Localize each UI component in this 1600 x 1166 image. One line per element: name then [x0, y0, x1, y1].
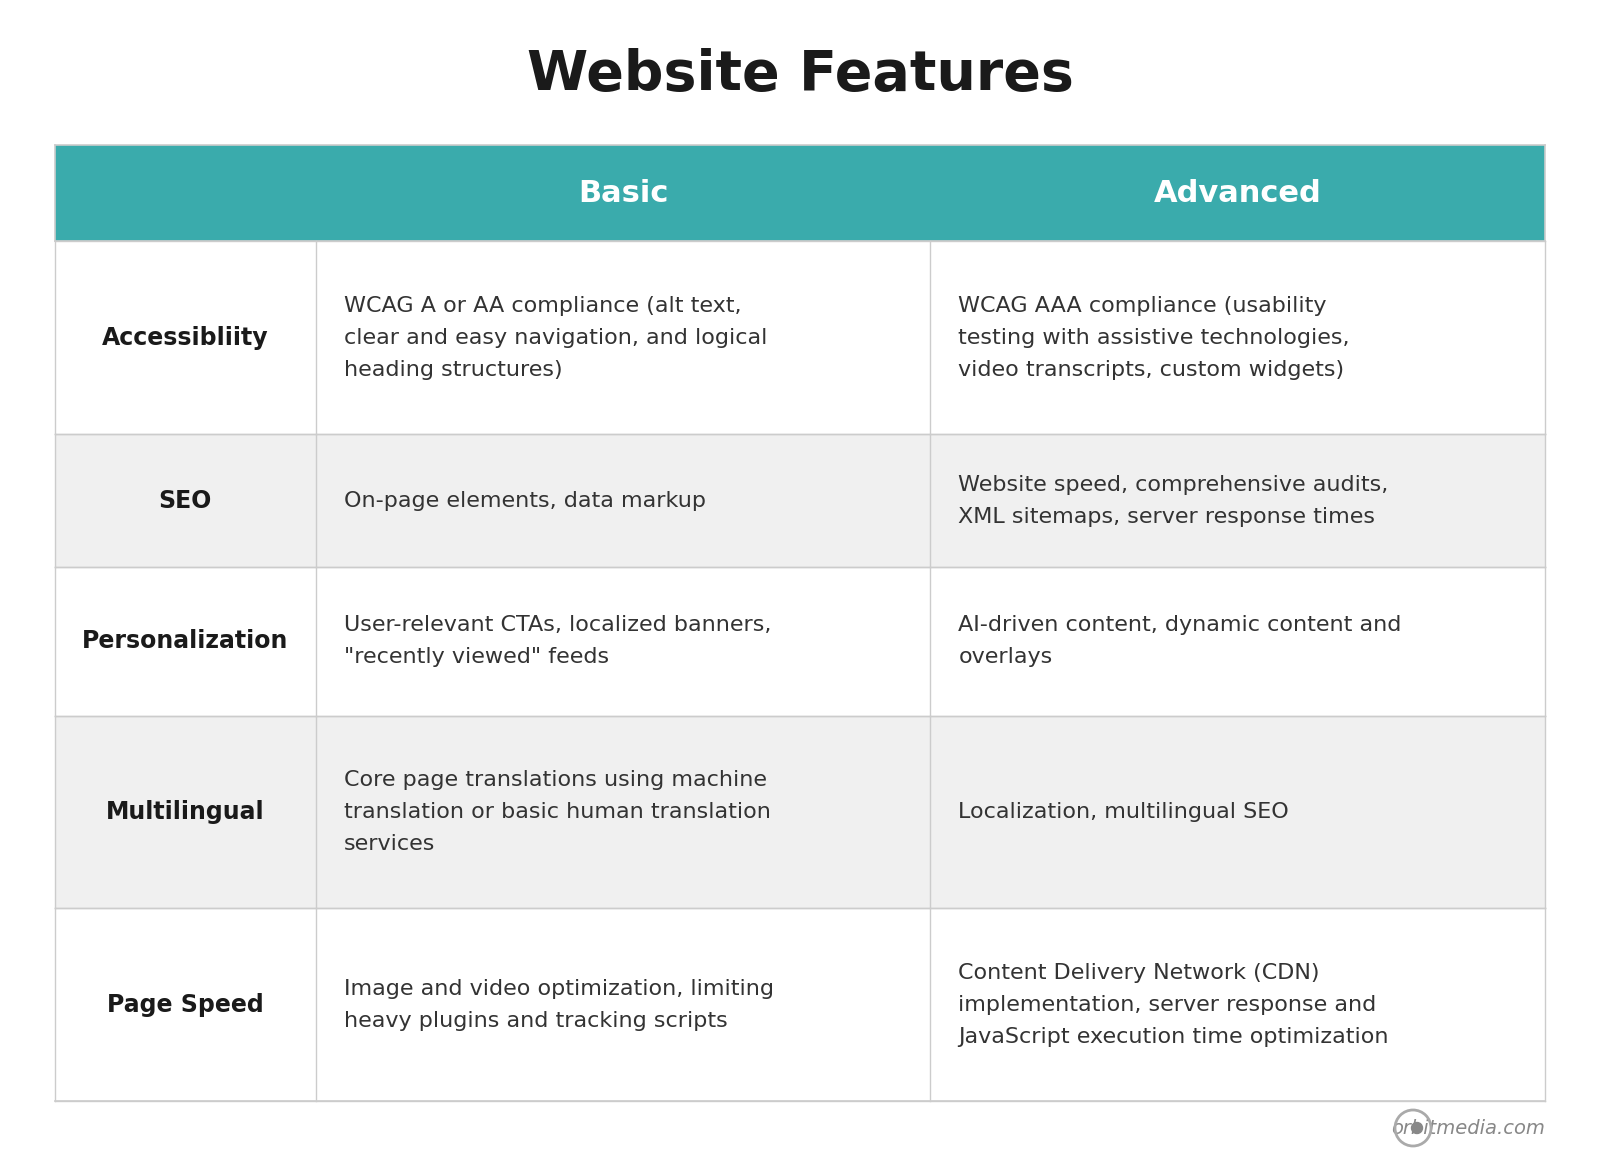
Bar: [54, 908, 1546, 1101]
Text: Image and video optimization, limiting
heavy plugins and tracking scripts: Image and video optimization, limiting h…: [344, 978, 774, 1031]
Text: Multilingual: Multilingual: [106, 800, 264, 824]
Text: Content Delivery Network (CDN)
implementation, server response and
JavaScript ex: Content Delivery Network (CDN) implement…: [958, 963, 1389, 1047]
Text: SEO: SEO: [158, 489, 213, 513]
Text: WCAG AAA compliance (usability
testing with assistive technologies,
video transc: WCAG AAA compliance (usability testing w…: [958, 296, 1350, 380]
Text: WCAG A or AA compliance (alt text,
clear and easy navigation, and logical
headin: WCAG A or AA compliance (alt text, clear…: [344, 296, 766, 380]
Text: Website Features: Website Features: [526, 48, 1074, 101]
Text: Core page translations using machine
translation or basic human translation
serv: Core page translations using machine tra…: [344, 770, 771, 854]
Circle shape: [1411, 1123, 1422, 1133]
Text: Personalization: Personalization: [82, 630, 288, 653]
Text: Accessibliity: Accessibliity: [102, 325, 269, 350]
Text: On-page elements, data markup: On-page elements, data markup: [344, 491, 706, 511]
Text: orbitmedia.com: orbitmedia.com: [1390, 1118, 1546, 1138]
Bar: [54, 567, 1546, 716]
Bar: [54, 716, 1546, 908]
Text: AI-driven content, dynamic content and
overlays: AI-driven content, dynamic content and o…: [958, 616, 1402, 667]
Text: Advanced: Advanced: [1154, 178, 1322, 208]
Bar: [54, 241, 1546, 434]
Text: User-relevant CTAs, localized banners,
"recently viewed" feeds: User-relevant CTAs, localized banners, "…: [344, 616, 771, 667]
Text: Page Speed: Page Speed: [107, 992, 264, 1017]
Text: Basic: Basic: [578, 178, 669, 208]
Bar: [54, 145, 1546, 241]
Bar: [54, 434, 1546, 567]
Text: Website speed, comprehensive audits,
XML sitemaps, server response times: Website speed, comprehensive audits, XML…: [958, 475, 1389, 527]
Text: Localization, multilingual SEO: Localization, multilingual SEO: [958, 802, 1290, 822]
